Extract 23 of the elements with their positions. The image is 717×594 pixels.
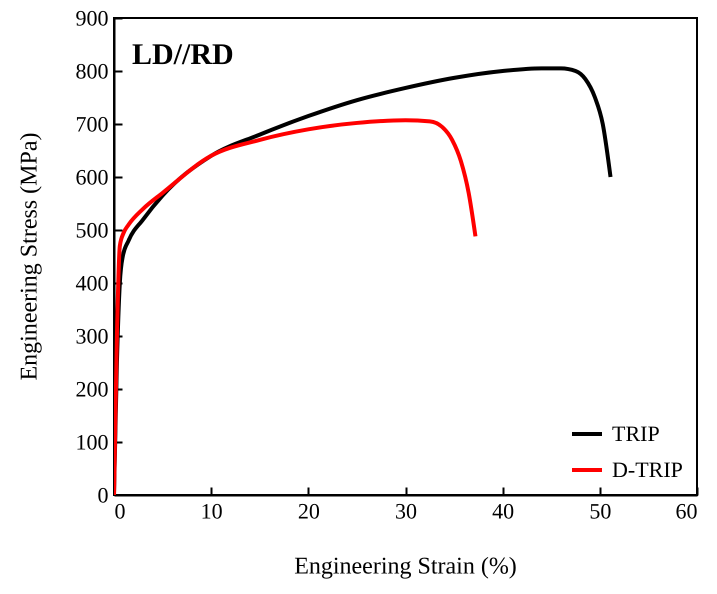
x-axis-title: Engineering Strain (%) [294, 554, 517, 580]
x-tick-label: 40 [492, 498, 514, 524]
x-tick-label: 10 [200, 498, 223, 524]
x-tick-label: 0 [114, 498, 126, 524]
y-tick-label: 300 [76, 324, 108, 348]
y-tick-label: 900 [76, 6, 108, 30]
y-tick-label: 400 [76, 270, 108, 296]
annotation: LD//RD [132, 38, 234, 71]
legend-label: TRIP [612, 421, 660, 446]
y-axis-title: Engineering Stress (MPa) [16, 132, 42, 380]
legend-label: D-TRIP [612, 457, 683, 482]
y-tick-label: 0 [98, 482, 108, 508]
line-series [114, 118, 478, 495]
y-tick-label: 800 [76, 58, 108, 84]
x-tick-label: 50 [589, 498, 612, 524]
y-tick-label: 500 [76, 218, 108, 242]
x-tick-label: 60 [676, 498, 698, 524]
y-tick-label: 600 [76, 164, 108, 190]
x-tick-label: 30 [395, 498, 417, 524]
y-tick-label: 700 [76, 112, 108, 136]
x-tick-label: 20 [298, 498, 320, 524]
y-tick-label: 100 [76, 430, 108, 454]
y-tick-label: 200 [76, 376, 108, 402]
